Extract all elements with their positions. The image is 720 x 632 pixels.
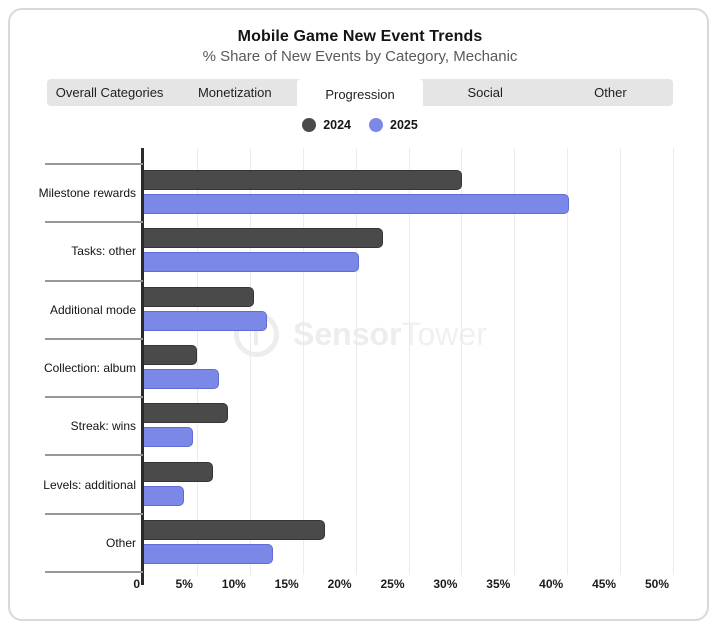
x-tick-label-45: 45% <box>592 577 617 591</box>
x-tick-label-15: 15% <box>274 577 299 591</box>
x-tick-label-10: 10% <box>221 577 246 591</box>
x-tick-label-40: 40% <box>539 577 564 591</box>
bar-2024-other <box>144 519 325 540</box>
tab-progression[interactable]: Progression <box>297 79 423 110</box>
bar-2024-milestone-rewards <box>144 170 463 190</box>
gridline-50 <box>673 148 674 575</box>
bar-2025-additional-mode <box>144 310 267 331</box>
bar-2025-milestone-rewards <box>144 194 570 214</box>
x-tick-label-30: 30% <box>433 577 458 591</box>
gridline-25 <box>408 148 410 575</box>
tab-monetization[interactable]: Monetization <box>197 85 272 100</box>
category-label-milestone-rewards: Milestone rewards <box>39 163 143 221</box>
bar-2024-levels-additional <box>144 461 213 482</box>
legend-item-2024: 2024 <box>302 118 351 132</box>
bar-2024-tasks-other <box>144 228 384 249</box>
page-subtitle: % Share of New Events by Category, Mecha… <box>202 48 518 65</box>
category-labels-column: Milestone rewards Tasks: other Additional … <box>39 163 143 574</box>
gridline-40 <box>567 148 569 575</box>
x-tick-label-5: 5% <box>175 577 193 591</box>
bar-2024-collection-album <box>144 344 197 365</box>
legend-item-2025: 2025 <box>369 118 418 132</box>
x-tick-label-0: 0 <box>133 577 140 591</box>
legend-swatch-2024-icon <box>302 118 317 132</box>
bar-2025-other <box>144 543 274 564</box>
chart-legend: 2024 2025 <box>0 117 720 133</box>
bar-2025-tasks-other <box>144 252 359 273</box>
page-title: Mobile Game New Event Trends <box>237 28 483 45</box>
gridline-45 <box>620 148 622 575</box>
gridline-10 <box>249 148 251 575</box>
gridline-20 <box>355 148 357 575</box>
tab-social[interactable]: Social <box>467 85 503 100</box>
gridline-5 <box>196 148 198 575</box>
bar-2024-additional-mode <box>144 286 255 307</box>
gridline-35 <box>514 148 516 575</box>
legend-label: 2025 <box>390 118 418 132</box>
category-label-tasks-other: Tasks: other <box>45 221 143 279</box>
x-tick-label-25: 25% <box>380 577 405 591</box>
gridline-30 <box>461 148 463 575</box>
x-tick-label-20: 20% <box>327 577 352 591</box>
bar-2025-streak-wins <box>144 427 193 448</box>
category-label-collection-album: Collection: album <box>44 337 143 396</box>
chart-card <box>8 8 709 621</box>
tab-overall-categories[interactable]: Overall Categories <box>55 85 164 100</box>
category-label-streak-wins: Streak: wins <box>45 396 143 454</box>
bar-2025-levels-additional <box>144 485 185 506</box>
category-label-additional-mode: Additional mode <box>45 279 143 338</box>
legend-swatch-2025-icon <box>369 118 383 132</box>
category-label-levels-additional: Levels: additional <box>43 454 143 512</box>
category-label-other: Other <box>45 512 143 571</box>
category-tab-bar: Overall Categories Monetization Progressio… <box>47 79 673 110</box>
tab-other[interactable]: Other <box>594 85 627 100</box>
x-tick-label-35: 35% <box>486 577 511 591</box>
legend-label: 2024 <box>323 118 351 132</box>
gridline-15 <box>302 148 304 575</box>
x-tick-label-50: 50% <box>644 577 669 591</box>
bar-2025-collection-album <box>144 368 220 389</box>
bar-2024-streak-wins <box>144 403 228 424</box>
bar-chart-plot-area <box>141 148 690 585</box>
y-axis-line <box>141 148 144 585</box>
